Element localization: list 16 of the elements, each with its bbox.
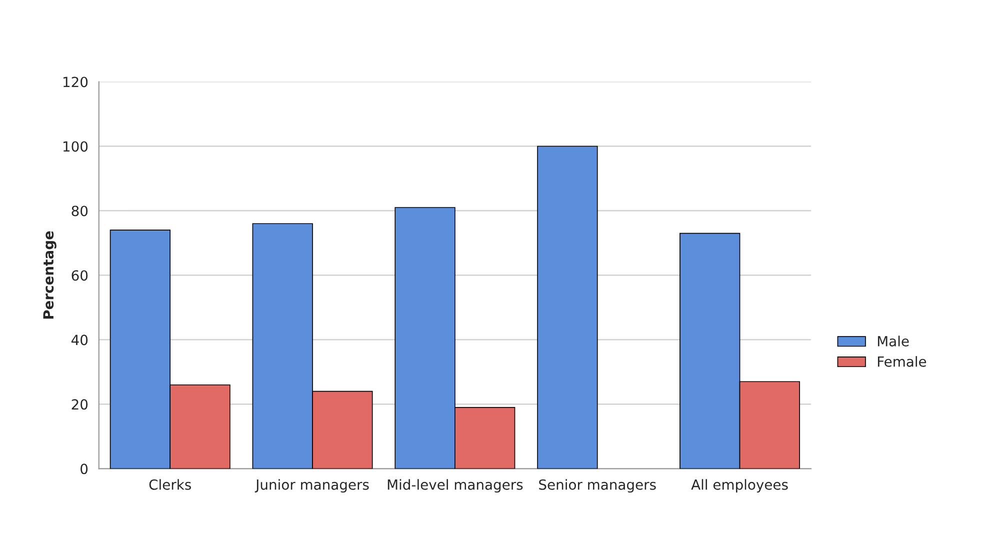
- x-tick-label: Clerks: [149, 479, 191, 490]
- x-tick-label: All employees: [691, 479, 788, 493]
- legend-label: Male: [878, 336, 909, 346]
- y-tick-label: 20: [72, 399, 88, 410]
- y-tick-label: 100: [64, 141, 88, 152]
- y-tick-label: 80: [72, 206, 88, 216]
- y-tick-label: 60: [72, 270, 88, 281]
- x-tick-label: Mid-level managers: [388, 479, 523, 493]
- y-tick-label: 0: [80, 464, 88, 474]
- y-tick-label: 120: [64, 76, 88, 88]
- x-tick-label: Junior managers: [254, 479, 369, 493]
- x-tick-label: Senior managers: [539, 479, 656, 493]
- y-tick-label: 40: [71, 334, 88, 346]
- legend-label: Female: [878, 356, 926, 367]
- bar: [537, 146, 598, 469]
- y-axis-title: Percentage: [43, 231, 56, 319]
